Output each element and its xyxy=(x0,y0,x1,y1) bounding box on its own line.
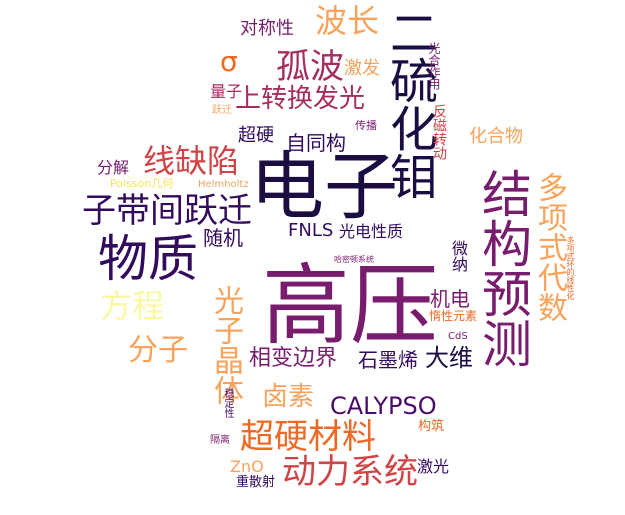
word-jidian: 机电 xyxy=(430,287,470,311)
word-sigma: σ xyxy=(220,45,238,78)
word-shimoxi: 石墨烯 xyxy=(358,348,418,372)
word-wendingxing: 稳定性 xyxy=(222,388,233,418)
word-guangdian-xingzhi: 光电性质 xyxy=(339,222,404,241)
word-liangzi: 量子 xyxy=(210,82,243,101)
word-dianzi: 电子 xyxy=(250,144,398,230)
word-zitonggou: 自同构 xyxy=(286,131,346,155)
word-huahewu: 化合物 xyxy=(469,126,523,147)
word-duoxing-yuansu: 惰性元素 xyxy=(429,309,478,323)
word-zidai-jianyueqian: 子带间跃迁 xyxy=(82,191,252,231)
word-shangzhuanhuan-faguang: 上转换发光 xyxy=(235,84,366,114)
word-yueqian: 跃迁 xyxy=(212,105,232,116)
word-jiguang: 激光 xyxy=(417,457,450,476)
word-xianquexian: 线缺陷 xyxy=(143,142,240,180)
word-bochang: 波长 xyxy=(315,2,380,40)
word-duoxiangshi-daishu: 多项式代数 xyxy=(532,172,567,322)
word-fangcheng: 方程 xyxy=(100,287,165,325)
word-donglixitong: 动力系统 xyxy=(282,452,418,492)
word-chuanbo: 传播 xyxy=(355,119,377,132)
word-duichenxing: 对称性 xyxy=(240,18,294,39)
word-hamidun-xitong: 哈密顿系统 xyxy=(334,255,374,264)
word-poisson-jihe: Poisson几何 xyxy=(110,177,174,190)
word-chaoying: 超硬 xyxy=(238,125,274,146)
word-guanghe-zuoyong: 光合作用 xyxy=(427,42,441,90)
word-calypso: CALYPSO xyxy=(330,392,437,420)
word-suiji: 随机 xyxy=(203,226,243,250)
word-fenjie: 分解 xyxy=(97,158,130,177)
word-helmholtz: Helmholtz xyxy=(198,179,249,190)
word-chaoying-cailiao: 超硬材料 xyxy=(240,417,376,457)
word-fenzi: 分子 xyxy=(128,333,188,368)
word-gaoya: 高压 xyxy=(262,254,439,357)
word-guangzi-jingti: 光子晶体 xyxy=(208,285,243,405)
word-gubo: 孤波 xyxy=(276,47,344,87)
word-cds: CdS xyxy=(448,331,468,342)
word-wuzhi: 物质 xyxy=(98,230,198,288)
word-jiegou-yuce: 结构预测 xyxy=(474,168,532,368)
word-gouzhu: 构筑 xyxy=(418,419,445,434)
word-weina: 微纳 xyxy=(449,240,468,272)
word-erliuhuamu: 二硫化钼 xyxy=(381,8,437,200)
word-lusu: 卤素 xyxy=(262,382,315,412)
word-duoxiangshi-huan-xianxinghua: 多项式环的线性化 xyxy=(566,236,575,300)
word-dawei: 大维 xyxy=(425,344,473,372)
word-fanci-zhuandong: 反磁转动 xyxy=(431,104,447,160)
word-zno: ZnO xyxy=(230,457,264,476)
word-xiangbian-bianjie: 相变边界 xyxy=(249,346,338,371)
word-fnls: FNLS xyxy=(288,220,334,241)
word-jifa: 激发 xyxy=(344,58,380,79)
word-chongsanshe: 重散射 xyxy=(236,475,276,490)
word-geli: 隔离 xyxy=(210,435,230,446)
